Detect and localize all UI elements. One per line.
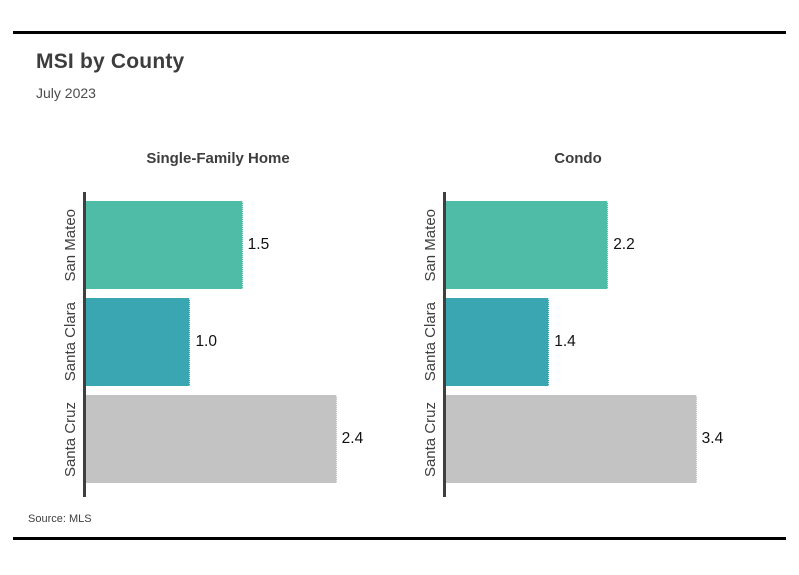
category-label-cell: Santa Cruz — [58, 395, 83, 483]
bar — [86, 298, 191, 387]
source-note: Source: MLS — [28, 513, 92, 526]
bars-area: 2.2 1.4 3.4 — [443, 192, 778, 498]
category-label-cell: San Mateo — [418, 201, 443, 289]
category-labels: San Mateo Santa Clara Santa Cruz — [58, 192, 83, 497]
bar-row: 2.4 — [86, 395, 418, 484]
y-axis-line — [83, 192, 86, 498]
category-label-cell: Santa Clara — [58, 298, 83, 386]
bar — [446, 201, 609, 290]
bars-area: 1.5 1.0 2.4 — [83, 192, 418, 498]
page-subtitle: July 2023 — [36, 85, 96, 102]
y-axis-line — [443, 192, 446, 498]
bar — [446, 298, 550, 387]
bar-value-label: 1.5 — [247, 236, 270, 254]
category-label: Santa Cruz — [422, 401, 439, 477]
top-rule — [13, 31, 786, 34]
bar — [446, 395, 697, 484]
chart-header: MSI by County July 2023 — [0, 0, 799, 101]
panel-title: Single-Family Home — [146, 150, 290, 168]
bar-value-label: 2.4 — [341, 430, 364, 448]
category-labels: San Mateo Santa Clara Santa Cruz — [418, 192, 443, 497]
category-label-cell: San Mateo — [58, 201, 83, 289]
category-label: San Mateo — [62, 208, 79, 282]
category-label: Santa Clara — [62, 302, 79, 382]
bar — [86, 395, 337, 484]
bar-value-label: 1.4 — [554, 333, 576, 351]
page-title: MSI by County — [36, 50, 185, 73]
bar-row: 3.4 — [446, 395, 778, 484]
bar-value-label: 3.4 — [701, 430, 724, 448]
category-label-cell: Santa Clara — [418, 298, 443, 386]
panel-title: Condo — [554, 150, 602, 168]
bar-row: 1.0 — [86, 298, 418, 387]
chart-panel: Condo San Mateo Santa Clara Santa Cruz 2.2 1.… — [418, 150, 778, 498]
bottom-rule — [13, 537, 786, 540]
charts-region: Single-Family Home San Mateo Santa Clara Sa… — [58, 150, 778, 498]
bar-row: 1.4 — [446, 298, 778, 387]
bar-value-label: 1.0 — [195, 333, 217, 351]
chart-panel: Single-Family Home San Mateo Santa Clara Sa… — [58, 150, 418, 498]
category-label-cell: Santa Cruz — [418, 395, 443, 483]
plot-area: San Mateo Santa Clara Santa Cruz 2.2 1.4 3.4 — [418, 192, 778, 498]
bar-value-label: 2.2 — [613, 236, 635, 254]
bar-row: 1.5 — [86, 201, 418, 290]
category-label: Santa Clara — [422, 302, 439, 382]
bar — [86, 201, 243, 290]
plot-area: San Mateo Santa Clara Santa Cruz 1.5 1.0 2.4 — [58, 192, 418, 498]
category-label: Santa Cruz — [62, 401, 79, 477]
bar-row: 2.2 — [446, 201, 778, 290]
category-label: San Mateo — [422, 208, 439, 282]
